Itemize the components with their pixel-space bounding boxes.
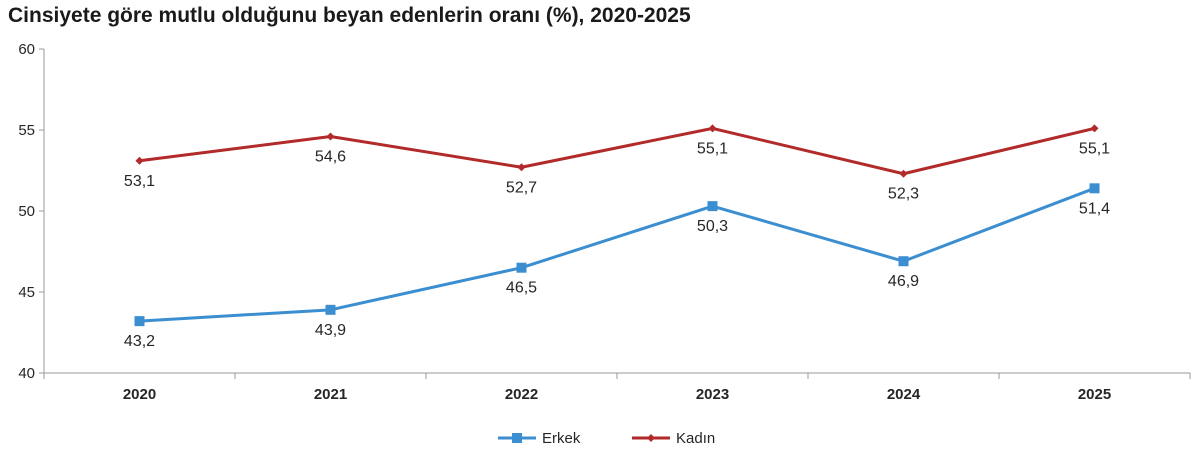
y-tick-label: 60: [18, 41, 35, 58]
data-label: 52,7: [506, 179, 537, 196]
data-label: 55,1: [1079, 140, 1110, 157]
x-tick-label: 2023: [696, 386, 729, 403]
data-point: [325, 304, 336, 315]
y-tick-label: 40: [18, 365, 35, 382]
x-tick-label: 2024: [887, 386, 921, 403]
data-label: 52,3: [888, 186, 919, 203]
series-layer: 43,2 43,9 46,5 50,3 46,9 51,4 53,1 54,6 52,7 55,1…: [124, 124, 1110, 350]
legend-label: Erkek: [542, 430, 581, 447]
x-tick-label: 2022: [505, 386, 538, 403]
data-label: 43,9: [315, 322, 346, 339]
y-tick-label: 50: [18, 203, 35, 220]
series-line: [139, 126, 1095, 176]
legend: Erkek Kadın: [498, 430, 715, 447]
legend-item-erkek: Erkek: [498, 430, 581, 447]
x-axis-ticks: 2020 2021 2022 2023 2024 2025: [43, 373, 1191, 403]
legend-marker: [512, 433, 522, 443]
x-tick-label: 2021: [314, 386, 347, 403]
chart-title: Cinsiyete göre mutlu olduğunu beyan eden…: [8, 4, 691, 27]
x-tick-label: 2025: [1078, 386, 1111, 403]
series-line: [139, 186, 1096, 323]
data-label: 50,3: [697, 218, 728, 235]
data-label: 53,1: [124, 173, 155, 190]
legend-item-kad-n: Kadın: [632, 430, 715, 447]
data-label: 55,1: [697, 140, 728, 157]
data-label: 54,6: [315, 148, 346, 165]
series-kad-n: 53,1 54,6 52,7 55,1 52,3 55,1: [124, 124, 1110, 203]
data-point: [516, 262, 527, 273]
data-point: [899, 169, 908, 178]
data-point: [326, 132, 335, 141]
legend-marker: [647, 434, 655, 442]
data-point: [708, 124, 717, 133]
x-tick-label: 2020: [123, 386, 156, 403]
data-point: [898, 256, 909, 267]
series-erkek: 43,2 43,9 46,5 50,3 46,9 51,4: [124, 183, 1110, 350]
data-label: 51,4: [1079, 200, 1110, 217]
data-point: [1089, 183, 1100, 194]
y-tick-label: 45: [18, 284, 35, 301]
data-point: [1090, 124, 1099, 133]
data-point: [134, 316, 145, 327]
data-point: [135, 156, 144, 165]
y-tick-label: 55: [18, 122, 35, 139]
data-label: 46,9: [888, 273, 919, 290]
y-axis-ticks: 40 45 50 55 60: [18, 41, 44, 382]
data-point: [707, 201, 718, 212]
data-label: 43,2: [124, 333, 155, 350]
data-label: 46,5: [506, 280, 537, 297]
legend-label: Kadın: [676, 430, 715, 447]
data-point: [517, 163, 526, 172]
